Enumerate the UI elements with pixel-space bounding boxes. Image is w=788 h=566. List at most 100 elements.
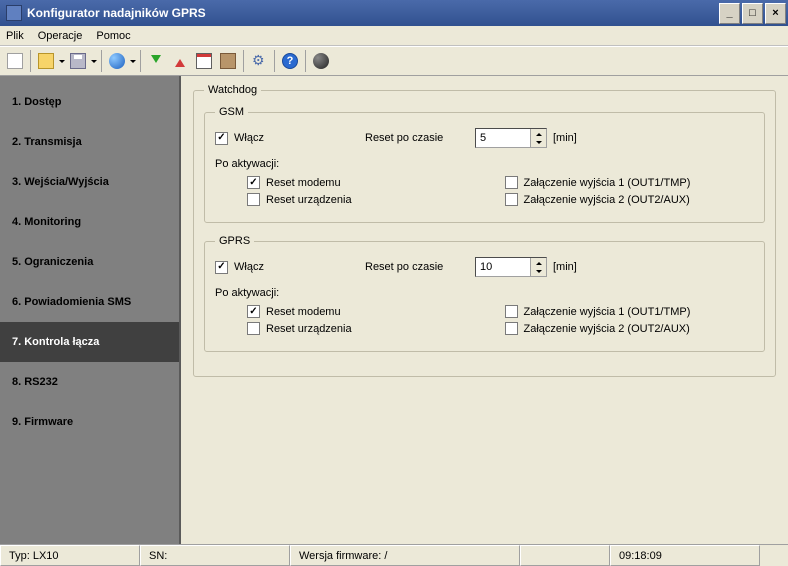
gprs-options: Po aktywacji: Reset modemu Reset urządzeni… xyxy=(215,287,754,339)
download-icon xyxy=(148,53,164,69)
toolbar-separator xyxy=(274,50,275,72)
gsm-left-label-0: Reset modemu xyxy=(266,177,341,189)
gsm-left-check-0[interactable] xyxy=(247,176,260,189)
gprs-spin-up[interactable] xyxy=(530,258,546,267)
minimize-button[interactable]: _ xyxy=(719,3,740,24)
save-icon xyxy=(70,53,86,69)
gsm-reset-value[interactable]: 5 xyxy=(476,129,530,147)
gsm-spin-up[interactable] xyxy=(530,129,546,138)
gprs-enable-checkbox[interactable] xyxy=(215,261,228,274)
sidebar-item-8[interactable]: 9. Firmware xyxy=(0,402,179,442)
gsm-spin-down[interactable] xyxy=(530,138,546,147)
gprs-left-check-0[interactable] xyxy=(247,305,260,318)
globe-icon[interactable] xyxy=(106,50,128,72)
gsm-right-label-0: Załączenie wyjścia 1 (OUT1/TMP) xyxy=(524,177,691,189)
sphere-icon xyxy=(313,53,329,69)
main-panel: Watchdog GSMWłączReset po czasie5 [min]P… xyxy=(181,76,788,544)
gprs-left-label-0: Reset modemu xyxy=(266,306,341,318)
menu-operacje[interactable]: Operacje xyxy=(38,30,83,42)
sidebar-item-3[interactable]: 4. Monitoring xyxy=(0,202,179,242)
gsm-unit: [min] xyxy=(553,132,577,144)
settings-icon[interactable] xyxy=(248,50,270,72)
gsm-right-check-1[interactable] xyxy=(505,193,518,206)
gsm-reset-spinbox[interactable]: 5 xyxy=(475,128,547,148)
gsm-right-check-0[interactable] xyxy=(505,176,518,189)
toolbar-separator xyxy=(305,50,306,72)
gprs-right-check-1[interactable] xyxy=(505,322,518,335)
gprs-left-label-1: Reset urządzenia xyxy=(266,323,352,335)
gprs-unit: [min] xyxy=(553,261,577,273)
sidebar-item-1[interactable]: 2. Transmisja xyxy=(0,122,179,162)
upload-icon xyxy=(172,53,188,69)
group-gsm-legend: GSM xyxy=(215,106,248,118)
new-icon[interactable] xyxy=(4,50,26,72)
app-icon xyxy=(6,5,22,21)
gsm-options: Po aktywacji: Reset modemu Reset urządzeni… xyxy=(215,158,754,210)
status-cell-3 xyxy=(520,545,610,566)
open-icon-dropdown[interactable] xyxy=(59,57,65,66)
open-icon xyxy=(38,53,54,69)
gprs-right-label-1: Załączenie wyjścia 2 (OUT2/AUX) xyxy=(524,323,690,335)
group-gsm: GSM Włącz Reset po czasie5 [min] Po aktywac… xyxy=(204,106,765,223)
globe-icon-dropdown[interactable] xyxy=(130,57,136,66)
help-icon xyxy=(282,53,298,69)
gprs-left-check-1[interactable] xyxy=(247,322,260,335)
sidebar-item-0[interactable]: 1. Dostęp xyxy=(0,82,179,122)
group-gprs-row1: Włącz Reset po czasie10 [min] xyxy=(215,257,754,277)
group-gprs: GPRS Włącz Reset po czasie10 [min] Po aktyw… xyxy=(204,235,765,352)
gsm-after-label: Po aktywacji: xyxy=(215,158,465,170)
status-cell-2: Wersja firmware: / xyxy=(290,545,520,566)
sidebar-item-2[interactable]: 3. Wejścia/Wyjścia xyxy=(0,162,179,202)
group-gprs-legend: GPRS xyxy=(215,235,254,247)
globe-icon xyxy=(109,53,125,69)
gsm-enable-label: Włącz xyxy=(234,132,264,144)
calendar-icon xyxy=(196,53,212,69)
toolbar-separator xyxy=(30,50,31,72)
watchdog-group: Watchdog GSMWłączReset po czasie5 [min]P… xyxy=(193,84,776,377)
window-title: Konfigurator nadajników GPRS xyxy=(27,6,717,20)
sphere-icon[interactable] xyxy=(310,50,332,72)
record-icon xyxy=(220,53,236,69)
gsm-left-label-1: Reset urządzenia xyxy=(266,194,352,206)
new-icon xyxy=(7,53,23,69)
gprs-spin-down[interactable] xyxy=(530,267,546,276)
gprs-enable-label: Włącz xyxy=(234,261,264,273)
gprs-right-label-0: Załączenie wyjścia 1 (OUT1/TMP) xyxy=(524,306,691,318)
toolbar-separator xyxy=(243,50,244,72)
upload-icon[interactable] xyxy=(169,50,191,72)
menu-pomoc[interactable]: Pomoc xyxy=(96,30,130,42)
status-cell-4: 09:18:09 xyxy=(610,545,760,566)
sidebar-item-4[interactable]: 5. Ograniczenia xyxy=(0,242,179,282)
record-icon[interactable] xyxy=(217,50,239,72)
gprs-after-label: Po aktywacji: xyxy=(215,287,465,299)
gsm-right-label-1: Załączenie wyjścia 2 (OUT2/AUX) xyxy=(524,194,690,206)
menu-plik[interactable]: Plik xyxy=(6,30,24,42)
toolbar-separator xyxy=(101,50,102,72)
statusbar: Typ: LX10SN:Wersja firmware: / 09:18:09 xyxy=(0,544,788,566)
menubar: Plik Operacje Pomoc xyxy=(0,26,788,46)
gsm-enable-checkbox[interactable] xyxy=(215,132,228,145)
gprs-reset-spinbox[interactable]: 10 xyxy=(475,257,547,277)
calendar-icon[interactable] xyxy=(193,50,215,72)
sidebar-item-6[interactable]: 7. Kontrola łącza xyxy=(0,322,179,362)
open-icon[interactable] xyxy=(35,50,57,72)
sidebar-item-5[interactable]: 6. Powiadomienia SMS xyxy=(0,282,179,322)
gsm-left-check-1[interactable] xyxy=(247,193,260,206)
gprs-right-check-0[interactable] xyxy=(505,305,518,318)
status-cell-1: SN: xyxy=(140,545,290,566)
titlebar: Konfigurator nadajników GPRS _ □ × xyxy=(0,0,788,26)
close-button[interactable]: × xyxy=(765,3,786,24)
group-gsm-row1: Włącz Reset po czasie5 [min] xyxy=(215,128,754,148)
maximize-button[interactable]: □ xyxy=(742,3,763,24)
sidebar: 1. Dostęp2. Transmisja3. Wejścia/Wyjścia… xyxy=(0,76,181,544)
gprs-reset-label: Reset po czasie xyxy=(365,261,475,273)
gsm-reset-label: Reset po czasie xyxy=(365,132,475,144)
toolbar-separator xyxy=(140,50,141,72)
save-icon[interactable] xyxy=(67,50,89,72)
download-icon[interactable] xyxy=(145,50,167,72)
save-icon-dropdown[interactable] xyxy=(91,57,97,66)
sidebar-item-7[interactable]: 8. RS232 xyxy=(0,362,179,402)
status-cell-0: Typ: LX10 xyxy=(0,545,140,566)
help-icon[interactable] xyxy=(279,50,301,72)
gprs-reset-value[interactable]: 10 xyxy=(476,258,530,276)
